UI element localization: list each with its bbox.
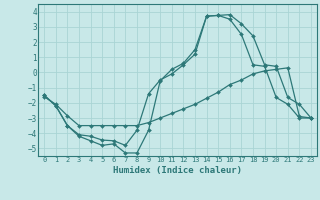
X-axis label: Humidex (Indice chaleur): Humidex (Indice chaleur) xyxy=(113,166,242,175)
